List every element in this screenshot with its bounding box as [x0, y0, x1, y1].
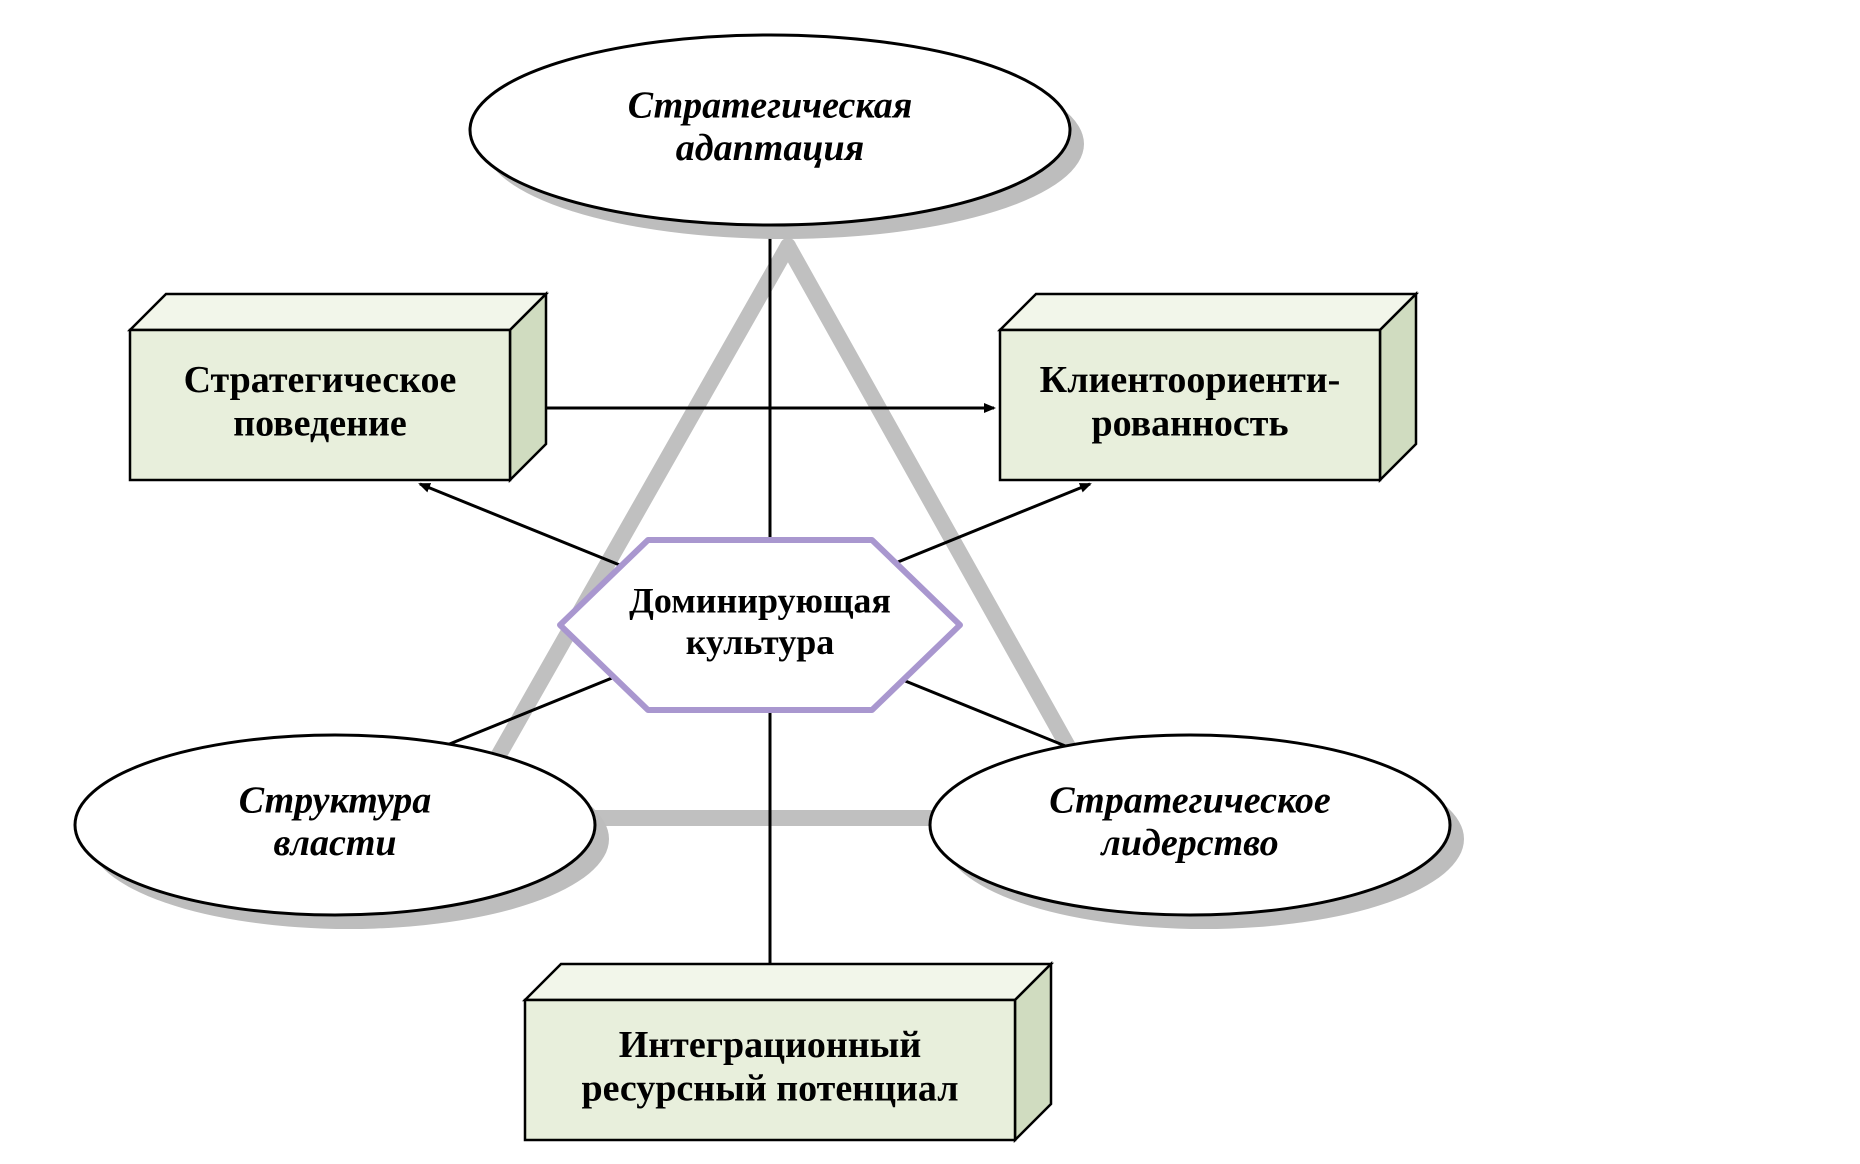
top-ellipse: Стратегическаяадаптация: [470, 35, 1084, 239]
right-ellipse: Стратегическоелидерство: [930, 735, 1464, 929]
hexagon: Доминирующаякультура: [560, 540, 960, 710]
right-box-label-0: Клиентоориенти-: [1040, 359, 1341, 401]
bottom-box-label-0: Интеграционный: [619, 1024, 922, 1066]
right-ellipse-label-1: лидерство: [1099, 822, 1278, 864]
right-box-label-1: рованность: [1091, 403, 1288, 445]
bottom-box: Интеграционныйресурсный потенциал: [525, 964, 1051, 1140]
right-box: Клиентоориенти-рованность: [1000, 294, 1416, 480]
left-ellipse-label-0: Структура: [239, 779, 432, 821]
bottom-box-label-1: ресурсный потенциал: [581, 1068, 958, 1110]
top-ellipse-label-1: адаптация: [676, 127, 864, 169]
hexagon-label-0: Доминирующая: [629, 581, 891, 621]
left-box: Стратегическоеповедение: [130, 294, 546, 480]
top-ellipse-label-0: Стратегическая: [628, 84, 913, 126]
diagram-root: Доминирующаякультура Структуравласти Страт…: [0, 0, 1860, 1164]
hexagon-label-1: культура: [686, 622, 834, 662]
left-box-label-0: Стратегическое: [184, 359, 457, 401]
left-ellipse-label-1: власти: [273, 822, 396, 864]
left-box-label-1: поведение: [233, 403, 407, 445]
right-ellipse-label-0: Стратегическое: [1049, 779, 1331, 821]
left-ellipse: Структуравласти: [75, 735, 609, 929]
